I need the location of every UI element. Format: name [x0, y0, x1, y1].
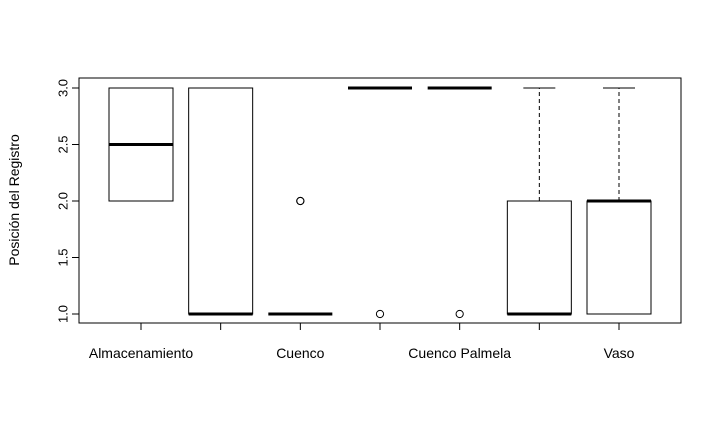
x-tick-label: Vaso [604, 345, 635, 361]
box-group [188, 87, 254, 316]
x-axis: Almacenamiento Cuenco Cuenco Palmela Vaso [89, 322, 635, 361]
outlier-point [375, 309, 385, 319]
box-group [268, 196, 333, 316]
box-group [586, 87, 652, 315]
box-group [506, 87, 572, 316]
boxes [108, 86, 652, 319]
y-tick-label: 3.0 [56, 79, 71, 97]
y-axis-label: Posición del Registro [6, 134, 22, 266]
x-tick-label: Almacenamiento [89, 345, 193, 361]
box-group [348, 86, 412, 319]
box-group [427, 86, 492, 319]
outlier-point [455, 309, 464, 319]
y-tick-label: 1.0 [56, 305, 71, 323]
box-rect [586, 200, 652, 315]
outlier-point [296, 196, 305, 206]
y-axis: 1.0 1.5 2.0 2.5 3.0 [56, 79, 80, 323]
y-tick-label: 1.5 [56, 248, 71, 266]
x-tick-label: Cuenco [276, 345, 324, 361]
x-tick-label: Cuenco Palmela [408, 345, 511, 361]
box-rect [506, 200, 572, 315]
y-tick-label: 2.0 [56, 192, 71, 210]
box-rect [188, 87, 254, 315]
box-group [108, 87, 174, 202]
y-tick-label: 2.5 [56, 135, 71, 153]
